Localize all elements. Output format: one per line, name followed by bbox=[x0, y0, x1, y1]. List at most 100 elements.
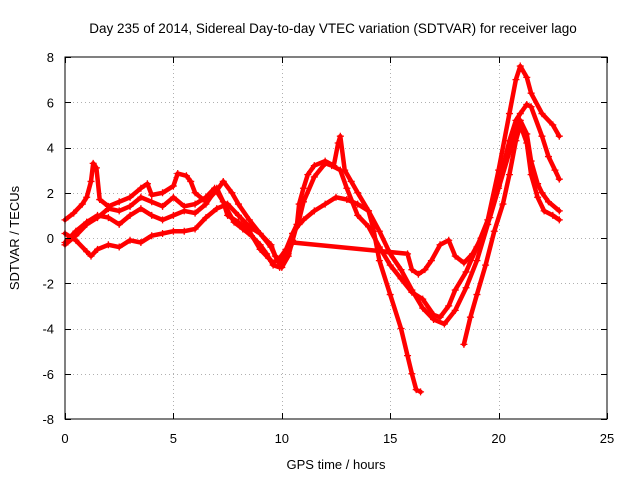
data-point bbox=[343, 196, 351, 204]
data-point bbox=[137, 184, 145, 192]
data-point bbox=[451, 306, 459, 314]
data-point bbox=[451, 252, 459, 260]
data-point bbox=[347, 177, 355, 185]
data-point bbox=[397, 275, 405, 283]
x-tick-label: 25 bbox=[600, 431, 614, 446]
data-point bbox=[269, 261, 277, 269]
data-point bbox=[104, 214, 112, 222]
data-point bbox=[299, 216, 307, 224]
data-point bbox=[336, 166, 344, 174]
series-5 bbox=[460, 121, 563, 348]
data-point bbox=[332, 193, 340, 201]
data-point bbox=[245, 223, 253, 231]
data-point bbox=[182, 172, 190, 180]
data-point bbox=[304, 171, 312, 179]
data-point bbox=[512, 137, 520, 145]
data-point bbox=[115, 243, 123, 251]
data-point bbox=[445, 302, 453, 310]
data-point bbox=[555, 132, 563, 140]
data-point bbox=[115, 207, 123, 215]
data-point bbox=[219, 177, 227, 185]
data-point bbox=[148, 211, 156, 219]
data-point bbox=[505, 171, 513, 179]
data-point bbox=[516, 62, 524, 70]
data-point bbox=[126, 193, 134, 201]
data-point bbox=[310, 207, 318, 215]
data-point bbox=[334, 139, 342, 147]
data-point bbox=[523, 139, 531, 147]
data-point bbox=[282, 252, 290, 260]
data-point bbox=[482, 261, 490, 269]
data-point bbox=[87, 252, 95, 260]
data-point bbox=[369, 223, 377, 231]
series-trace bbox=[461, 122, 562, 347]
data-point bbox=[445, 236, 453, 244]
data-point bbox=[213, 205, 221, 213]
y-tick-label: -6 bbox=[42, 367, 54, 382]
data-point bbox=[412, 386, 420, 394]
data-point bbox=[83, 218, 91, 226]
data-point bbox=[440, 320, 448, 328]
data-point bbox=[299, 184, 307, 192]
x-tick-label: 5 bbox=[170, 431, 177, 446]
data-point bbox=[159, 202, 167, 210]
data-point bbox=[540, 207, 548, 215]
data-point bbox=[137, 205, 145, 213]
data-point bbox=[169, 211, 177, 219]
data-point bbox=[419, 304, 427, 312]
data-point bbox=[375, 257, 383, 265]
series-trace bbox=[62, 102, 562, 327]
data-point bbox=[375, 227, 383, 235]
data-point bbox=[169, 227, 177, 235]
data-point bbox=[436, 313, 444, 321]
data-point bbox=[87, 177, 95, 185]
data-point bbox=[427, 257, 435, 265]
data-point bbox=[245, 216, 253, 224]
data-point bbox=[397, 266, 405, 274]
axis-ticks: 0 5 10 15 20 25 -8 -6 -4 -2 0 2 4 6 8 bbox=[42, 50, 614, 446]
x-tick-label: 15 bbox=[383, 431, 397, 446]
data-point bbox=[538, 110, 546, 118]
data-point bbox=[397, 325, 405, 332]
data-point bbox=[430, 311, 438, 319]
data-point bbox=[247, 232, 255, 240]
data-point bbox=[234, 200, 242, 208]
data-point bbox=[436, 241, 444, 249]
data-point bbox=[263, 250, 271, 258]
data-point bbox=[462, 268, 470, 276]
data-point bbox=[538, 189, 546, 197]
data-point bbox=[94, 245, 102, 253]
data-point bbox=[512, 76, 520, 84]
data-point bbox=[104, 241, 112, 249]
data-point bbox=[230, 218, 238, 226]
data-point bbox=[148, 232, 156, 240]
data-point bbox=[256, 241, 264, 249]
data-point bbox=[321, 159, 329, 167]
data-point bbox=[202, 214, 210, 222]
data-point bbox=[469, 250, 477, 258]
data-point bbox=[169, 182, 177, 190]
data-point bbox=[527, 89, 535, 97]
x-tick-label: 10 bbox=[275, 431, 289, 446]
data-point bbox=[72, 236, 80, 244]
data-point bbox=[174, 170, 182, 178]
data-point bbox=[555, 216, 563, 224]
data-point bbox=[83, 248, 91, 256]
data-point bbox=[527, 171, 535, 179]
data-point bbox=[534, 193, 542, 201]
data-point bbox=[549, 211, 557, 219]
data-point bbox=[159, 189, 167, 197]
data-point bbox=[404, 352, 412, 360]
data-point bbox=[137, 193, 145, 201]
data-point bbox=[159, 216, 167, 224]
data-point bbox=[549, 121, 557, 129]
y-tick-label: 2 bbox=[47, 186, 54, 201]
grid-lines bbox=[65, 57, 607, 419]
data-point bbox=[408, 370, 416, 378]
data-point bbox=[495, 184, 503, 192]
data-point bbox=[191, 200, 199, 208]
y-tick-label: -2 bbox=[42, 276, 54, 291]
series-1 bbox=[61, 101, 563, 328]
data-point bbox=[213, 184, 221, 192]
